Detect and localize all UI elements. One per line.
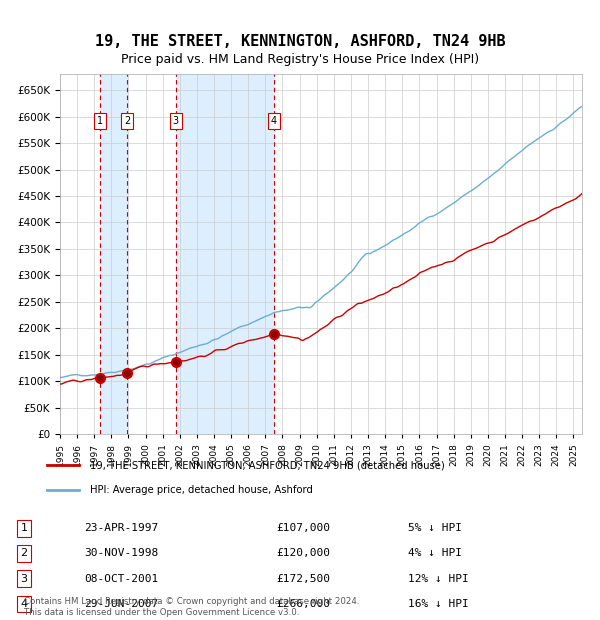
Text: 19, THE STREET, KENNINGTON, ASHFORD, TN24 9HB: 19, THE STREET, KENNINGTON, ASHFORD, TN2… xyxy=(95,34,505,49)
Text: HPI: Average price, detached house, Ashford: HPI: Average price, detached house, Ashf… xyxy=(89,485,313,495)
Text: 4: 4 xyxy=(271,116,277,126)
Text: 1: 1 xyxy=(20,523,28,533)
Text: 16% ↓ HPI: 16% ↓ HPI xyxy=(408,599,469,609)
Text: Contains HM Land Registry data © Crown copyright and database right 2024.
This d: Contains HM Land Registry data © Crown c… xyxy=(24,598,359,617)
Text: 4% ↓ HPI: 4% ↓ HPI xyxy=(408,549,462,559)
Text: 2: 2 xyxy=(20,549,28,559)
Text: Price paid vs. HM Land Registry's House Price Index (HPI): Price paid vs. HM Land Registry's House … xyxy=(121,53,479,66)
Text: 3: 3 xyxy=(20,574,28,583)
Text: 23-APR-1997: 23-APR-1997 xyxy=(84,523,158,533)
Text: 30-NOV-1998: 30-NOV-1998 xyxy=(84,549,158,559)
Text: 1: 1 xyxy=(97,116,103,126)
Text: 3: 3 xyxy=(173,116,179,126)
Text: £172,500: £172,500 xyxy=(276,574,330,583)
Text: 2: 2 xyxy=(124,116,130,126)
Text: 08-OCT-2001: 08-OCT-2001 xyxy=(84,574,158,583)
Bar xyxy=(100,74,127,434)
Text: 12% ↓ HPI: 12% ↓ HPI xyxy=(408,574,469,583)
Text: 4: 4 xyxy=(20,599,28,609)
Text: £266,000: £266,000 xyxy=(276,599,330,609)
Text: £107,000: £107,000 xyxy=(276,523,330,533)
Text: £120,000: £120,000 xyxy=(276,549,330,559)
Bar xyxy=(176,74,274,434)
Text: 29-JUN-2007: 29-JUN-2007 xyxy=(84,599,158,609)
Text: 19, THE STREET, KENNINGTON, ASHFORD, TN24 9HB (detached house): 19, THE STREET, KENNINGTON, ASHFORD, TN2… xyxy=(89,460,444,470)
Text: 5% ↓ HPI: 5% ↓ HPI xyxy=(408,523,462,533)
